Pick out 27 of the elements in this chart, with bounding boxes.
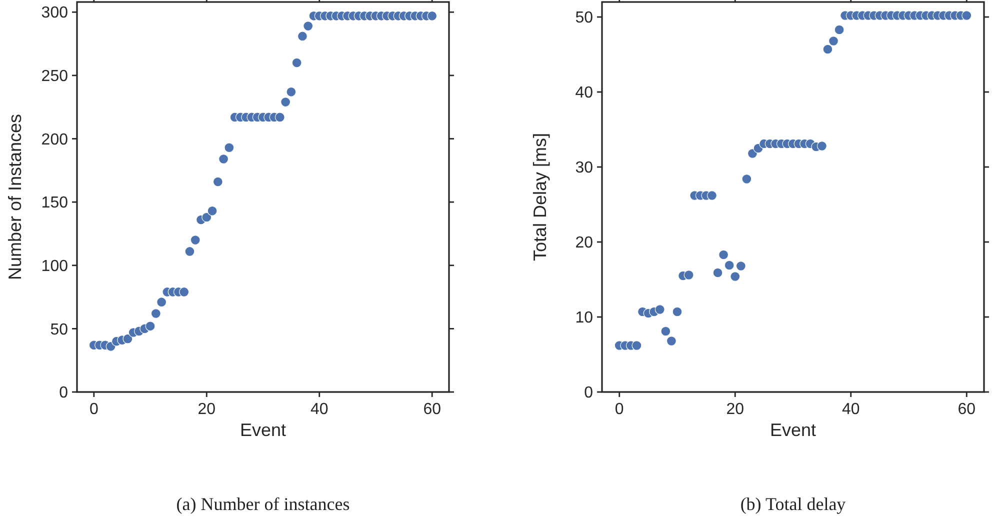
x-tick-label: 20 xyxy=(726,401,744,418)
x-tick-label: 40 xyxy=(842,401,860,418)
y-tick-label: 300 xyxy=(41,4,68,22)
x-tick-label: 0 xyxy=(614,401,624,418)
text: (b) Total delay xyxy=(740,494,846,514)
x-tick-label: 60 xyxy=(958,401,976,418)
y-tick-label: 30 xyxy=(575,160,594,177)
x-axis-title: Event xyxy=(770,420,816,440)
y-tick-label: 0 xyxy=(584,384,594,402)
text: (a) Number of instances xyxy=(176,494,350,514)
x-tick-label: 40 xyxy=(310,401,328,418)
y-tick-label: 40 xyxy=(575,84,594,102)
y-tick-label: 250 xyxy=(41,68,68,86)
y-tick-label: 50 xyxy=(50,321,68,338)
y-tick-label: 50 xyxy=(575,10,594,27)
x-tick-label: 0 xyxy=(89,401,98,418)
y-tick-label: 100 xyxy=(41,258,68,275)
y-tick-label: 150 xyxy=(41,194,68,212)
x-tick-label: 60 xyxy=(423,401,442,418)
x-axis-title: Event xyxy=(240,420,286,440)
y-tick-label: 200 xyxy=(41,131,68,148)
y-tick-label: 0 xyxy=(59,384,68,402)
y-axis-title: Number of Instances xyxy=(5,114,25,280)
y-axis-title: Total Delay [ms] xyxy=(530,132,550,262)
x-tick-label: 20 xyxy=(198,401,216,418)
y-tick-label: 10 xyxy=(575,310,594,327)
y-tick-label: 20 xyxy=(575,234,594,252)
